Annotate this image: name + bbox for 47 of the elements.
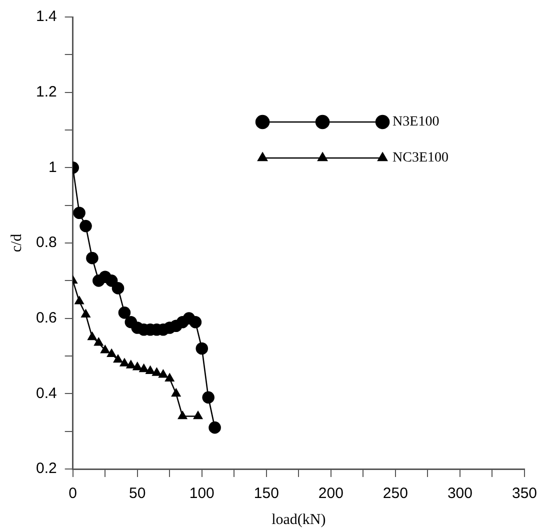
y-tick-label: 0.8 <box>36 234 57 252</box>
y-tick-label: 1 <box>48 158 57 176</box>
point <box>86 252 98 264</box>
point <box>146 366 155 374</box>
x-tick-label: 0 <box>68 485 78 502</box>
x-tick-label: 150 <box>254 485 279 502</box>
x-axis-title: load(kN) <box>272 512 326 528</box>
point <box>94 338 104 346</box>
point <box>189 316 202 328</box>
y-tick-label: 1.2 <box>36 83 57 100</box>
point <box>139 364 148 372</box>
x-tick-label: 200 <box>318 485 344 502</box>
point <box>193 411 203 420</box>
point <box>113 354 123 363</box>
x-tick-label: 300 <box>447 485 472 502</box>
point <box>165 373 174 382</box>
legend-label: N3E100 <box>392 114 440 130</box>
legend-label: NC3E100 <box>392 150 449 166</box>
point <box>132 362 142 370</box>
y-tick-label: 1.4 <box>36 8 57 26</box>
point <box>73 206 86 220</box>
point <box>100 345 110 354</box>
x-tick-label: 50 <box>129 485 146 502</box>
point <box>178 411 188 420</box>
point <box>172 388 181 397</box>
point <box>81 309 90 318</box>
point <box>152 368 162 376</box>
x-tick-label: 250 <box>382 485 408 502</box>
point <box>158 370 168 378</box>
point <box>107 348 116 358</box>
point <box>112 282 124 294</box>
y-tick-label: 0.4 <box>36 384 57 402</box>
point <box>208 421 221 434</box>
point <box>126 360 136 368</box>
point <box>74 296 84 304</box>
point <box>105 274 118 287</box>
point <box>196 342 208 355</box>
point <box>118 306 131 319</box>
point <box>202 391 214 404</box>
y-tick-label: 0.2 <box>36 460 57 478</box>
point <box>120 358 130 366</box>
y-tick-label: 0.6 <box>36 309 57 326</box>
y-axis-title: c/d <box>8 233 25 252</box>
x-tick-label: 100 <box>189 485 214 502</box>
x-tick-label: 350 <box>512 485 537 502</box>
point <box>88 332 97 340</box>
point <box>80 220 92 232</box>
